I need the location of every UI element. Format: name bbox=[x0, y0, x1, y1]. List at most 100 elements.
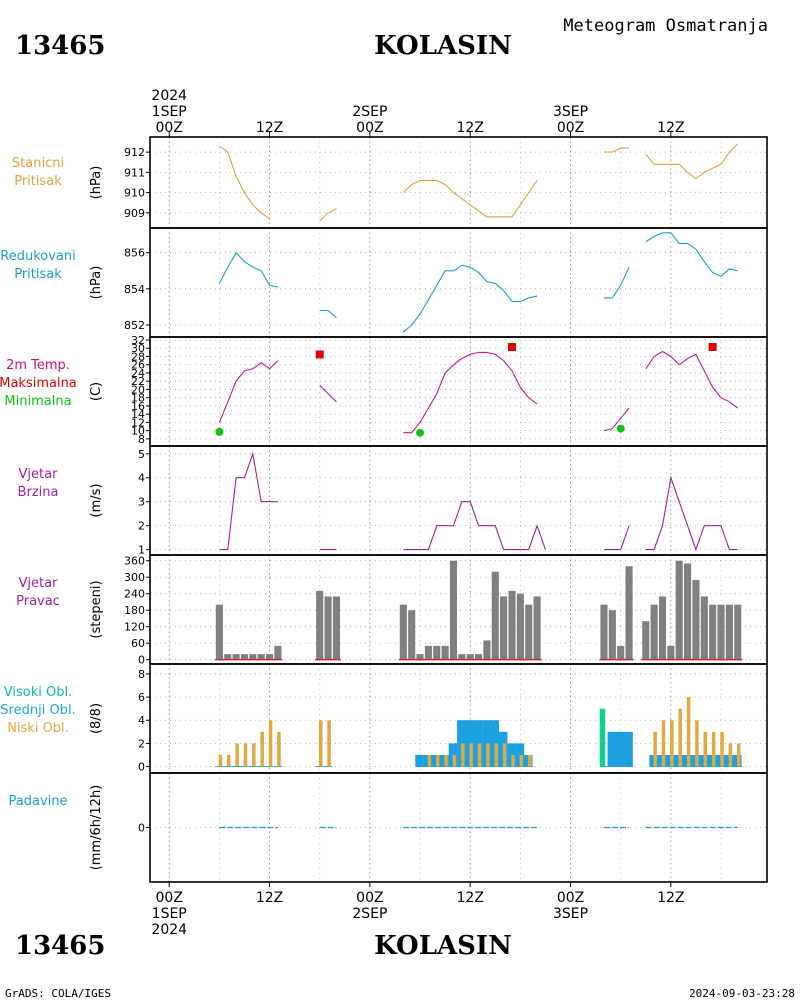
wind-direction-bar bbox=[458, 654, 466, 660]
station-name-top: KOLASIN bbox=[374, 31, 512, 61]
series-line bbox=[645, 143, 739, 180]
cloud-bar bbox=[452, 754, 457, 767]
panel-label: 2m Temp. bbox=[6, 358, 70, 373]
wind-direction-bar bbox=[408, 610, 416, 660]
bottom-time-label: 12Z bbox=[457, 890, 484, 906]
y-tick-label: 28 bbox=[131, 350, 145, 363]
y-tick-label: 2 bbox=[138, 737, 145, 750]
y-tick-label: 4 bbox=[138, 472, 145, 485]
panel-wind_direction: 0 60 120 180 240 300 360 (stepeni) Vjetar Pravac bbox=[16, 554, 768, 667]
max-temp-marker bbox=[508, 343, 517, 352]
station-id-top: 13465 bbox=[15, 31, 105, 61]
bottom-time-label: 00Z bbox=[156, 890, 183, 906]
bottom-time-label: 00Z bbox=[557, 890, 584, 906]
y-tick-label: 16 bbox=[131, 400, 145, 413]
wind-direction-bar bbox=[533, 596, 541, 660]
panel-frame bbox=[149, 554, 768, 665]
meteogram-subtitle: Meteogram Osmatranja bbox=[563, 16, 768, 36]
y-tick-label: 852 bbox=[124, 319, 145, 332]
panel-frame bbox=[149, 227, 768, 338]
bottom-time-label: 00Z bbox=[356, 890, 383, 906]
wind-direction-bar bbox=[224, 654, 232, 660]
wind-direction-bar bbox=[424, 645, 432, 660]
wind-direction-bar bbox=[274, 645, 282, 660]
wind-direction-bar bbox=[608, 610, 616, 660]
panel-label: Vjetar bbox=[19, 467, 59, 482]
wind-direction-bar bbox=[684, 563, 692, 660]
panel-cloud_cover: 0 2 4 6 8 (8/8) Visoki Obl. Srednji Obl. Niski O… bbox=[0, 663, 768, 774]
panel-label: Redukovani bbox=[0, 249, 75, 264]
panels: 909910911912(hPa)StanicniPritisak8528548… bbox=[0, 136, 768, 883]
panel-frame bbox=[149, 336, 768, 447]
y-tick-label: 30 bbox=[131, 342, 145, 355]
panel-frame bbox=[149, 136, 768, 229]
top-time-label: 3SEP bbox=[553, 104, 588, 120]
cloud-bar bbox=[678, 708, 682, 767]
panel-label: Vjetar bbox=[19, 576, 59, 591]
panel-precipitation: 0 (mm/6h/12h) Padavine bbox=[9, 772, 768, 883]
y-tick-label: 24 bbox=[131, 367, 145, 380]
cloud-bar bbox=[235, 743, 239, 767]
series-line bbox=[219, 145, 270, 220]
wind-direction-bar bbox=[232, 654, 240, 660]
wind-direction-bar bbox=[483, 640, 491, 660]
panel-frame bbox=[149, 772, 768, 883]
wind-direction-bar bbox=[650, 604, 658, 660]
series-line bbox=[645, 232, 738, 277]
wind-direction-bar bbox=[416, 654, 424, 660]
wind-direction-bar bbox=[709, 604, 717, 660]
bottom-time-label: 12Z bbox=[256, 890, 283, 906]
y-tick-label: 1 bbox=[138, 544, 145, 557]
cloud-bar bbox=[511, 754, 515, 767]
y-tick-label: 6 bbox=[138, 691, 145, 704]
series-line bbox=[604, 525, 630, 551]
min-temp-marker bbox=[416, 428, 425, 437]
panel-frame bbox=[149, 445, 768, 556]
cloud-bar bbox=[711, 731, 716, 767]
cloud-bar bbox=[728, 743, 733, 767]
wind-direction-bar bbox=[399, 604, 407, 660]
y-tick-label: 909 bbox=[124, 207, 145, 220]
series-line bbox=[604, 147, 630, 153]
wind-direction-bar bbox=[266, 654, 274, 660]
y-tick-label: 12 bbox=[131, 416, 145, 429]
cloud-bar bbox=[318, 720, 323, 767]
wind-direction-bar bbox=[257, 654, 265, 660]
panel-wind_speed: 1 2 3 4 5 (m/s) Vjetar Brzina bbox=[18, 445, 768, 557]
y-tick-label: 18 bbox=[131, 392, 145, 405]
series-line bbox=[645, 475, 738, 552]
top-time-label: 2SEP bbox=[352, 104, 387, 120]
cloud-bar bbox=[327, 720, 331, 767]
wind-direction-bar bbox=[508, 590, 516, 660]
max-temp-marker bbox=[708, 343, 717, 352]
y-axis-unit: (hPa) bbox=[89, 166, 104, 200]
y-tick-label: 180 bbox=[124, 604, 145, 617]
top-time-label: 12Z bbox=[256, 120, 283, 136]
series-line bbox=[218, 360, 279, 423]
wind-direction-bar bbox=[525, 604, 533, 660]
cloud-bar bbox=[486, 743, 490, 767]
panel-label: Pritisak bbox=[14, 174, 62, 189]
top-time-label: 12Z bbox=[657, 120, 684, 136]
footer-timestamp: 2024-09-03-23:28 bbox=[689, 987, 795, 1000]
cloud-bar bbox=[502, 743, 507, 767]
cloud-bar bbox=[624, 731, 633, 767]
series-line bbox=[403, 351, 538, 434]
wind-direction-bar bbox=[642, 621, 650, 660]
max-temp-marker bbox=[315, 350, 324, 359]
y-tick-label: 32 bbox=[131, 334, 145, 347]
panel-station_pressure: 909 910 911 912 (hPa) Stanicni Pritisak bbox=[12, 136, 768, 229]
y-tick-label: 0 bbox=[138, 654, 145, 667]
series-line bbox=[218, 251, 279, 288]
bottom-time-label: 2SEP bbox=[352, 906, 387, 922]
series-line bbox=[603, 407, 630, 432]
y-tick-label: 856 bbox=[124, 247, 145, 260]
wind-direction-bar bbox=[734, 604, 742, 660]
cloud-bar bbox=[243, 743, 248, 767]
cloud-bar bbox=[653, 731, 657, 767]
y-axis-unit: (mm/6h/12h) bbox=[89, 785, 104, 871]
wind-direction-bar bbox=[658, 596, 667, 660]
